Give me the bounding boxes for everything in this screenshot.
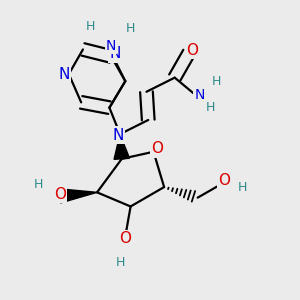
Text: O: O xyxy=(54,187,66,202)
Text: O: O xyxy=(119,231,131,246)
Polygon shape xyxy=(114,134,130,159)
Text: N: N xyxy=(106,39,116,53)
Text: O: O xyxy=(151,141,163,156)
Text: H: H xyxy=(238,181,248,194)
Text: N: N xyxy=(112,128,124,143)
Text: H: H xyxy=(212,75,221,88)
Polygon shape xyxy=(59,189,97,203)
Text: H: H xyxy=(126,22,135,35)
Text: H: H xyxy=(85,20,95,33)
Text: N: N xyxy=(194,88,205,102)
Text: H: H xyxy=(34,178,44,191)
Text: N: N xyxy=(109,46,120,62)
Text: O: O xyxy=(218,173,230,188)
Text: H: H xyxy=(206,101,215,114)
Text: H: H xyxy=(115,256,125,269)
Text: O: O xyxy=(186,43,198,58)
Text: N: N xyxy=(59,67,70,82)
